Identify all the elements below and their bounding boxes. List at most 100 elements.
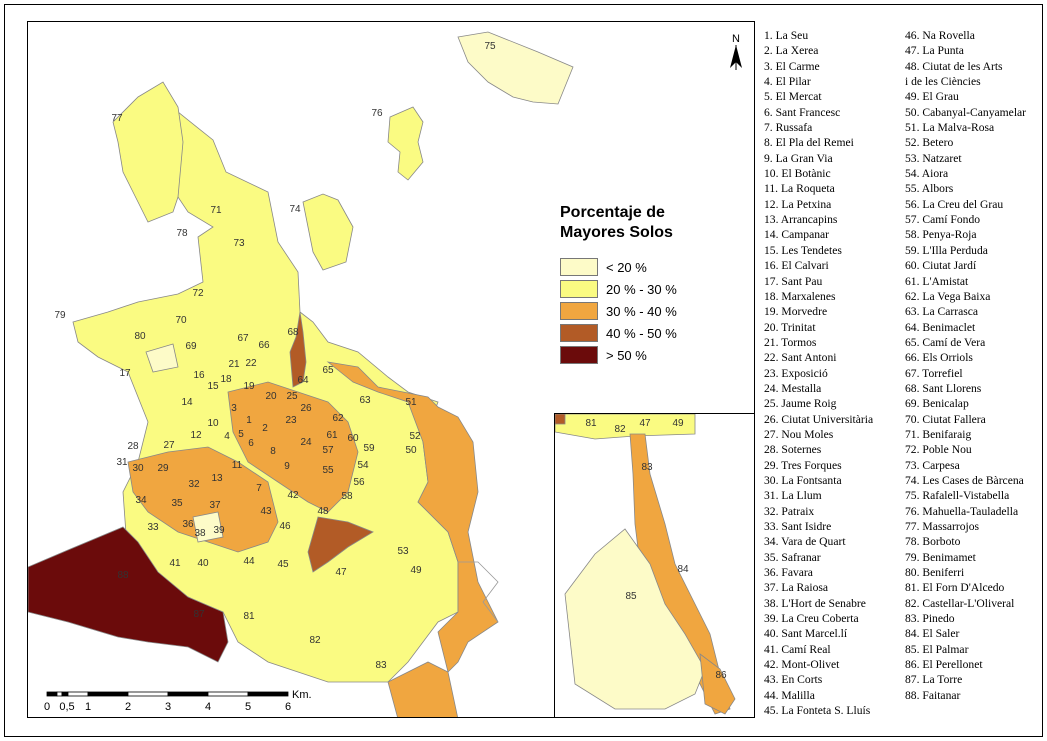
- map-label: 87: [193, 609, 205, 620]
- neighborhood-entry: 15. Les Tendetes: [764, 243, 842, 257]
- legend-item: 20 % - 30 %: [560, 279, 677, 299]
- map-label: 38: [194, 528, 206, 539]
- inset-labels: 81 82 47 49 83 84 85 86: [585, 418, 727, 681]
- legend-title: Porcentaje de Mayores Solos: [560, 203, 673, 243]
- neighborhood-list-col2: 46. Na Rovella 47. La Punta 48. Ciutat de …: [905, 28, 1041, 703]
- inset-label: 86: [715, 670, 727, 681]
- scale-segment: [46, 691, 58, 697]
- district-80: [145, 343, 179, 373]
- map-label: 25: [286, 391, 298, 402]
- map-label: 74: [289, 204, 301, 215]
- scale-tick-label: 0: [44, 701, 50, 713]
- neighborhood-entry: 22. Sant Antoni: [764, 351, 837, 365]
- map-label: 46: [279, 521, 291, 532]
- map-label: 5: [238, 429, 244, 440]
- neighborhood-entry: 60. Ciutat Jardí: [905, 259, 977, 273]
- map-label: 15: [207, 381, 219, 392]
- map-label: 56: [353, 477, 365, 488]
- map-label: 11: [232, 460, 243, 471]
- map-label: 66: [258, 340, 270, 351]
- neighborhood-entry: 48. Ciutat de les Arts: [905, 59, 1003, 73]
- neighborhood-entry: 8. El Pla del Remei: [764, 136, 854, 150]
- neighborhood-entry: 37. La Raiosa: [764, 581, 829, 595]
- neighborhood-entry: 2. La Xerea: [764, 44, 819, 58]
- map-label: 34: [135, 495, 147, 506]
- neighborhood-entry: 82. Castellar-L'Oliveral: [905, 596, 1015, 610]
- scale-tick-label: 3: [165, 701, 171, 713]
- scale-segment: [61, 691, 69, 697]
- inset-label: 85: [625, 591, 637, 602]
- map-label: 83: [375, 660, 387, 671]
- map-label: 18: [220, 374, 232, 385]
- neighborhood-entry: 86. El Perellonet: [905, 658, 983, 672]
- legend-title-line2: Mayores Solos: [560, 224, 673, 241]
- neighborhood-entry: 41. Camí Real: [764, 642, 831, 656]
- map-label: 41: [169, 558, 181, 569]
- scale-segment: [127, 691, 169, 697]
- neighborhood-entry: 21. Tormos: [764, 335, 817, 349]
- neighborhood-entry: 70. Ciutat Fallera: [905, 412, 986, 426]
- map-label: 8: [270, 446, 276, 457]
- neighborhood-entry: 71. Benifaraig: [905, 427, 972, 441]
- map-label: 68: [287, 327, 299, 338]
- district-area-orange: [326, 361, 499, 673]
- map-label: 52: [409, 431, 421, 442]
- scale-segment: [207, 691, 249, 697]
- legend-item: 30 % - 40 %: [560, 301, 677, 321]
- neighborhood-entry: 13. Arrancapins: [764, 213, 838, 227]
- inset-86: [699, 653, 736, 715]
- neighborhood-entry: 29. Tres Forques: [764, 458, 842, 472]
- inset-label: 83: [641, 462, 653, 473]
- legend-swatch: [560, 324, 598, 342]
- map-label: 17: [119, 368, 131, 379]
- map-label: 40: [197, 558, 209, 569]
- scale-segment: [67, 691, 89, 697]
- map-label: 1: [246, 415, 252, 426]
- neighborhood-entry: 75. Rafalell-Vistabella: [905, 489, 1010, 503]
- neighborhood-entry: 88. Faitanar: [905, 688, 961, 702]
- neighborhood-entry: 16. El Calvari: [764, 259, 829, 273]
- neighborhood-entry: 33. Sant Isidre: [764, 520, 832, 533]
- neighborhood-entry: 58. Penya-Roja: [905, 228, 977, 242]
- scale-bar: 0 0,5 1 2 3 4 5 6Km.: [44, 690, 312, 713]
- neighborhood-entry: 57. Camí Fondo: [905, 213, 981, 227]
- neighborhood-entry: 81. El Forn D'Alcedo: [905, 581, 1005, 595]
- map-label: 51: [405, 397, 417, 408]
- neighborhood-entry: 77. Massarrojos: [905, 520, 980, 533]
- neighborhood-entry: 83. Pinedo: [905, 612, 955, 626]
- scale-tick-label: 4: [205, 701, 211, 713]
- inset-corner: [555, 414, 566, 425]
- neighborhood-entry: 64. Benimaclet: [905, 320, 976, 334]
- legend-swatch: [560, 302, 598, 320]
- map-label: 67: [237, 333, 249, 344]
- map-label: 7: [256, 483, 262, 494]
- neighborhood-entry: 5. El Mercat: [764, 90, 822, 104]
- map-label: 14: [181, 397, 193, 408]
- map-label: 50: [405, 445, 417, 456]
- district-83: [387, 661, 458, 717]
- neighborhood-entry: 9. La Gran Via: [764, 151, 833, 165]
- inset-label: 47: [639, 418, 651, 429]
- neighborhood-entry: 43. En Corts: [764, 673, 823, 687]
- map-label: 29: [157, 463, 169, 474]
- scale-tick-label: 6: [285, 701, 291, 713]
- neighborhood-entry: 19. Morvedre: [764, 305, 828, 319]
- map-label: 71: [210, 205, 222, 216]
- neighborhood-entry: 73. Carpesa: [905, 458, 960, 472]
- map-label: 42: [287, 490, 299, 501]
- map-label: 80: [134, 331, 146, 342]
- map-label: 76: [371, 108, 383, 119]
- map-label: 81: [243, 611, 255, 622]
- district-35: [192, 511, 224, 543]
- neighborhood-entry: 45. La Fonteta S. Lluís: [764, 704, 871, 718]
- inset-label: 49: [672, 418, 684, 429]
- scale-segment: [167, 691, 209, 697]
- map-label: 61: [326, 430, 338, 441]
- map-label: 37: [209, 500, 221, 511]
- legend-title-line1: Porcentaje de: [560, 204, 665, 221]
- scale-tick-label: 2: [125, 701, 131, 713]
- map-label: 77: [111, 113, 123, 124]
- map-label: 47: [335, 567, 347, 578]
